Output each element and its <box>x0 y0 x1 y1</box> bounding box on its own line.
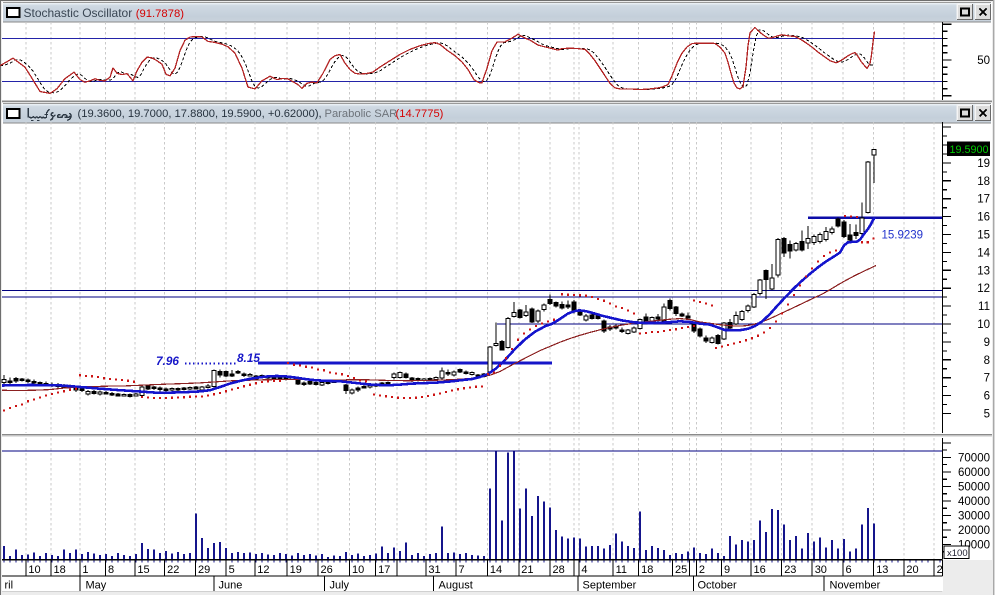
svg-text:12: 12 <box>977 283 990 295</box>
svg-text:50: 50 <box>977 55 990 67</box>
svg-text:(91.7878): (91.7878) <box>136 8 185 20</box>
svg-text:5: 5 <box>229 564 235 576</box>
svg-text:May: May <box>86 579 107 591</box>
svg-text:23: 23 <box>784 564 796 576</box>
svg-text:1: 1 <box>82 564 88 576</box>
svg-text:Parabolic SAR: Parabolic SAR <box>325 108 398 120</box>
svg-text:10: 10 <box>352 564 364 576</box>
svg-text:2: 2 <box>937 564 943 576</box>
svg-text:18: 18 <box>54 564 66 576</box>
svg-text:14: 14 <box>977 247 990 259</box>
svg-text:15: 15 <box>977 230 990 242</box>
svg-text:30: 30 <box>815 564 827 576</box>
svg-text:29: 29 <box>198 564 210 576</box>
svg-text:7: 7 <box>459 564 465 576</box>
svg-text:11: 11 <box>978 301 990 313</box>
svg-text:August: August <box>439 579 473 591</box>
svg-text:20000: 20000 <box>958 525 990 537</box>
svg-text:22: 22 <box>167 564 179 576</box>
svg-text:8: 8 <box>984 355 990 367</box>
svg-text:17: 17 <box>977 194 990 206</box>
svg-text:4: 4 <box>581 564 587 576</box>
svg-text:19.5900: 19.5900 <box>950 144 989 156</box>
svg-text:(14.7775): (14.7775) <box>396 108 444 120</box>
svg-text:30000: 30000 <box>958 510 990 522</box>
svg-text:9: 9 <box>724 564 730 576</box>
svg-text:40000: 40000 <box>958 496 990 508</box>
svg-text:70000: 70000 <box>958 452 990 464</box>
svg-text:19: 19 <box>977 158 990 170</box>
svg-text:19: 19 <box>290 564 302 576</box>
svg-text:November: November <box>830 579 881 591</box>
svg-text:October: October <box>698 579 737 591</box>
svg-text:18: 18 <box>977 176 990 188</box>
svg-text:11: 11 <box>616 564 627 576</box>
svg-text:17: 17 <box>378 564 390 576</box>
svg-text:June: June <box>219 579 243 591</box>
svg-text:12: 12 <box>257 564 269 576</box>
svg-text:14: 14 <box>490 564 502 576</box>
svg-text:50000: 50000 <box>958 481 990 493</box>
svg-text:6: 6 <box>846 564 852 576</box>
svg-text:7: 7 <box>984 373 990 385</box>
svg-text:18: 18 <box>641 564 653 576</box>
svg-text:8.15: 8.15 <box>237 351 260 365</box>
svg-text:16: 16 <box>977 212 990 224</box>
svg-text:20: 20 <box>906 564 918 576</box>
svg-text:Stochastic Oscillator: Stochastic Oscillator <box>24 6 133 20</box>
svg-text:28: 28 <box>553 564 565 576</box>
svg-text:8: 8 <box>108 564 114 576</box>
svg-text:16: 16 <box>754 564 766 576</box>
svg-text:15: 15 <box>137 564 149 576</box>
svg-text:10: 10 <box>28 564 40 576</box>
svg-text:13: 13 <box>977 265 990 277</box>
svg-text:10: 10 <box>977 319 990 331</box>
svg-text:(19.3600, 19.7000, 17.8800, 19: (19.3600, 19.7000, 17.8800, 19.5900, +0.… <box>78 108 322 120</box>
svg-text:21: 21 <box>521 564 533 576</box>
svg-text:ril: ril <box>5 579 14 591</box>
svg-text:7.96: 7.96 <box>156 354 179 368</box>
svg-text:25: 25 <box>675 564 687 576</box>
svg-text:9: 9 <box>984 337 990 349</box>
svg-text:2: 2 <box>699 564 705 576</box>
svg-text:13: 13 <box>876 564 888 576</box>
svg-text:15.9239: 15.9239 <box>882 230 924 242</box>
svg-text:x100: x100 <box>947 548 968 559</box>
svg-text:60000: 60000 <box>958 467 990 479</box>
svg-text:31: 31 <box>428 564 440 576</box>
svg-text:July: July <box>330 579 350 591</box>
svg-text:6: 6 <box>984 391 990 403</box>
svg-text:26: 26 <box>321 564 333 576</box>
svg-text:5: 5 <box>984 409 990 421</box>
svg-text:September: September <box>583 579 637 591</box>
